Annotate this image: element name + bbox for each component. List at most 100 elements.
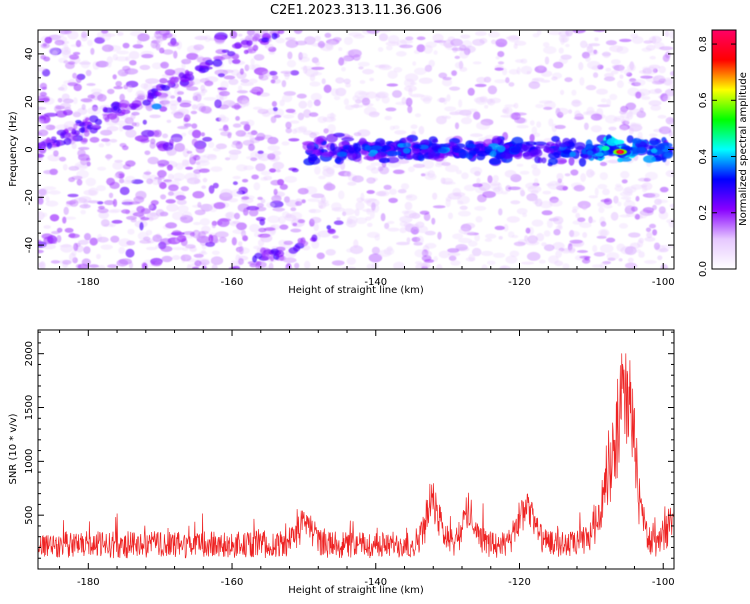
spectrogram-cell [555, 157, 567, 165]
spectrogram-cell [649, 55, 656, 60]
spectrogram-cell [379, 145, 391, 151]
spectrogram-cell [338, 47, 343, 52]
spectrogram-cell [560, 36, 565, 46]
spectrogram-cell [454, 61, 464, 69]
spectrogram-cell [346, 257, 356, 265]
spectrogram-cell [381, 96, 390, 104]
spectrogram-cell [635, 195, 640, 202]
spectrogram-cell [553, 146, 559, 152]
spectrogram-cell [101, 30, 109, 34]
spectrogram-cell [172, 230, 182, 236]
spectrogram-cell [536, 121, 542, 128]
spectrogram-cell [218, 236, 227, 243]
spectrogram-cell [197, 201, 202, 208]
spectrogram-cell [387, 220, 395, 225]
spectrogram-cell [42, 43, 47, 47]
spectrogram-cell [119, 178, 125, 184]
spectrogram-cell [605, 160, 619, 164]
spectrogram-cell [90, 124, 100, 129]
spectrogram-cell [47, 142, 52, 150]
spectrogram-cell [543, 230, 551, 237]
spectrogram-cell [618, 150, 623, 154]
spectrogram-cell [470, 133, 483, 138]
spectrogram-cell [235, 130, 247, 137]
spectrogram-cell [283, 240, 294, 245]
spectrogram-cell [155, 30, 160, 35]
spectrogram-cell [68, 166, 80, 171]
spectrogram-cell [122, 42, 130, 49]
spectrogram-cell [662, 54, 670, 62]
spectrogram-cell [507, 186, 521, 191]
spectrogram-cell [630, 184, 643, 190]
spectrogram-cell [570, 169, 579, 176]
spectrogram-cell [455, 169, 463, 175]
spectrogram-cell [571, 89, 577, 96]
spectrogram-cell [325, 181, 333, 190]
spectrogram-cell [80, 60, 91, 69]
spectrogram-cell [236, 247, 250, 255]
spectrogram-cell [529, 134, 535, 142]
spectrogram-cell [119, 186, 130, 196]
spectrogram-cell [331, 260, 345, 266]
spectrogram-cell [76, 179, 83, 186]
spectrogram-cell [321, 78, 326, 85]
spectrogram-cell [180, 186, 190, 192]
spectrogram-cell [310, 216, 322, 224]
spectrogram-cell [141, 129, 155, 138]
spectrogram-cell [560, 89, 565, 96]
spectrogram-cell [60, 83, 68, 92]
snr-panel: -180 -160 -140 -120 -100 500 1000 1500 2000 Heig… [8, 329, 675, 596]
spectrogram-cell [98, 143, 105, 148]
spectrogram-cell [648, 64, 661, 70]
spectrogram-cell [102, 106, 108, 113]
spectrogram-cell [116, 50, 130, 55]
spectrogram-cell [533, 132, 541, 138]
spectrogram-cell [664, 30, 670, 37]
spectrogram-cell [643, 155, 656, 163]
spectrogram-cell [195, 145, 205, 154]
spectrogram-cell [387, 35, 400, 44]
spectrogram-cell [77, 149, 86, 157]
spectrogram-cell [573, 142, 586, 150]
spectrogram-cell [350, 104, 364, 108]
spectrogram-cell [442, 97, 448, 105]
spectrogram-cell [634, 79, 646, 87]
spectrogram-cell [400, 39, 413, 44]
spectrogram-cell [424, 242, 437, 249]
spectrogram-cell [183, 117, 189, 123]
spectrogram-cell [546, 219, 554, 229]
spectrogram-cell [131, 111, 140, 116]
spectrogram-cell [211, 250, 220, 256]
spectrogram-cell [605, 114, 618, 124]
spectrogram-cell [180, 216, 188, 220]
spectrogram-cell [603, 198, 613, 205]
spectrogram-cell [137, 33, 150, 42]
spectrogram-cell [317, 230, 331, 238]
spectrogram-cell [585, 56, 591, 62]
spectrogram-cell [622, 187, 633, 196]
spectrogram-cell [246, 30, 256, 36]
spectrogram-cell [240, 78, 250, 83]
spectrogram-cell [192, 129, 202, 139]
spectrogram-cell [558, 142, 570, 148]
spectrogram-cell [228, 78, 239, 86]
spectrogram-y-axis-label: Frequency (Hz) [8, 111, 19, 187]
spectrogram-cell [637, 177, 649, 182]
spectrogram-cell [152, 234, 163, 243]
spectrogram-cell [486, 260, 496, 266]
spectrogram-cell [374, 234, 381, 241]
spectrogram-cell [480, 250, 494, 257]
spectrogram-cell [609, 93, 618, 101]
spectrogram-cell [605, 67, 612, 72]
spectrogram-cell [97, 94, 107, 102]
spectrogram-cell [507, 231, 515, 238]
spectrogram-cell [106, 62, 112, 68]
spectrogram-cell [455, 109, 464, 115]
spectrogram-cell [651, 36, 657, 45]
spectrogram-cell [475, 31, 487, 36]
spectrogram-cell [249, 223, 260, 233]
spectrogram-cell [220, 188, 233, 198]
spectrogram-cell [38, 153, 45, 158]
spectrogram-cell [576, 250, 589, 253]
spectrogram-cell [236, 164, 248, 172]
